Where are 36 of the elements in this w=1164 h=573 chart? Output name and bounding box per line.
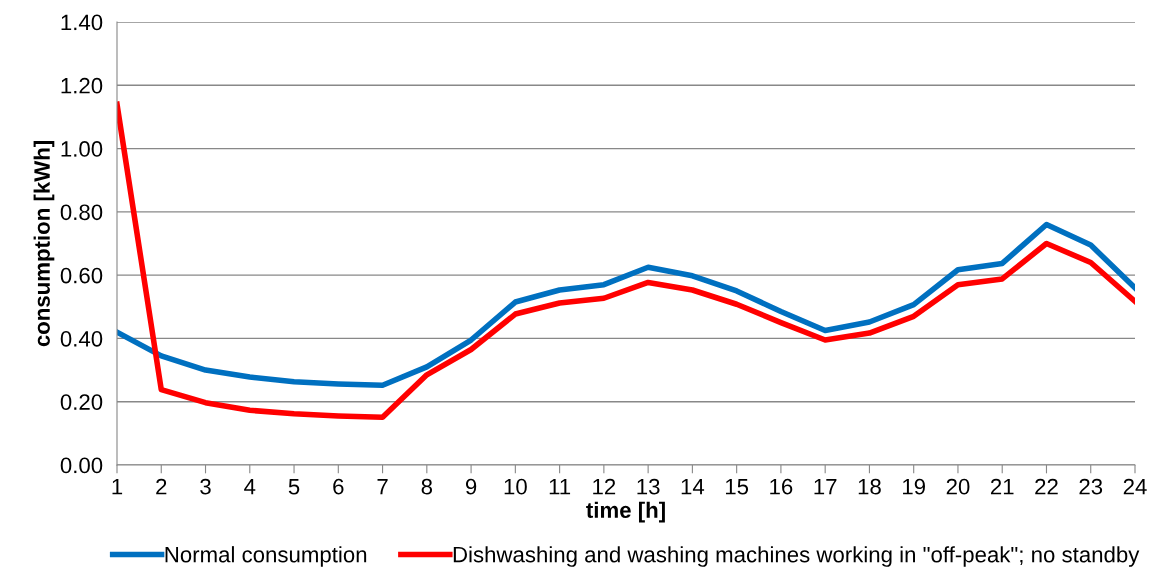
x-tick-label: 9 bbox=[465, 478, 477, 495]
x-tick-label: 15 bbox=[725, 479, 749, 495]
legend-label: Normal consumption bbox=[165, 546, 367, 567]
y-tick-label: 0.20 bbox=[60, 394, 103, 410]
y-axis-title: consumption [kWh] bbox=[33, 141, 55, 347]
x-tick-label: 12 bbox=[593, 478, 616, 495]
y-tick-label: 0.00 bbox=[60, 457, 103, 474]
x-tick-label: 3 bbox=[200, 478, 211, 495]
x-tick-label: 5 bbox=[288, 479, 300, 495]
y-tick-label: 1.40 bbox=[61, 14, 103, 31]
x-tick-label: 24 bbox=[1123, 478, 1147, 495]
x-tick-label: 21 bbox=[990, 478, 1014, 495]
y-tick-label: 0.40 bbox=[60, 330, 103, 347]
x-tick-label: 16 bbox=[770, 478, 793, 495]
y-tick-label: 1.20 bbox=[61, 77, 103, 94]
y-tick-label: 0.80 bbox=[60, 204, 103, 221]
y-tick-label: 0.60 bbox=[60, 267, 103, 284]
x-tick-label: 14 bbox=[681, 479, 705, 495]
x-tick-label: 23 bbox=[1079, 478, 1103, 495]
x-tick-label: 18 bbox=[858, 478, 881, 495]
legend-label: Dishwashing and washing machines working in "off-peak"; no standby bbox=[453, 546, 1140, 567]
x-tick-label: 6 bbox=[333, 478, 344, 495]
y-tick-label: 1.00 bbox=[61, 141, 103, 157]
x-tick-label: 22 bbox=[1035, 478, 1058, 495]
x-tick-label: 2 bbox=[156, 478, 167, 495]
x-tick-label: 1 bbox=[112, 479, 123, 495]
x-tick-label: 13 bbox=[637, 478, 660, 495]
x-tick-label: 19 bbox=[903, 478, 925, 495]
x-tick-label: 20 bbox=[946, 478, 970, 495]
x-tick-label: 4 bbox=[244, 479, 256, 495]
x-tick-label: 8 bbox=[421, 478, 433, 495]
x-tick-label: 17 bbox=[814, 479, 837, 495]
x-tick-label: 10 bbox=[504, 478, 527, 495]
x-axis-title: time [h] bbox=[586, 501, 665, 523]
x-tick-label: 11 bbox=[549, 479, 571, 495]
x-tick-label: 7 bbox=[377, 479, 388, 495]
